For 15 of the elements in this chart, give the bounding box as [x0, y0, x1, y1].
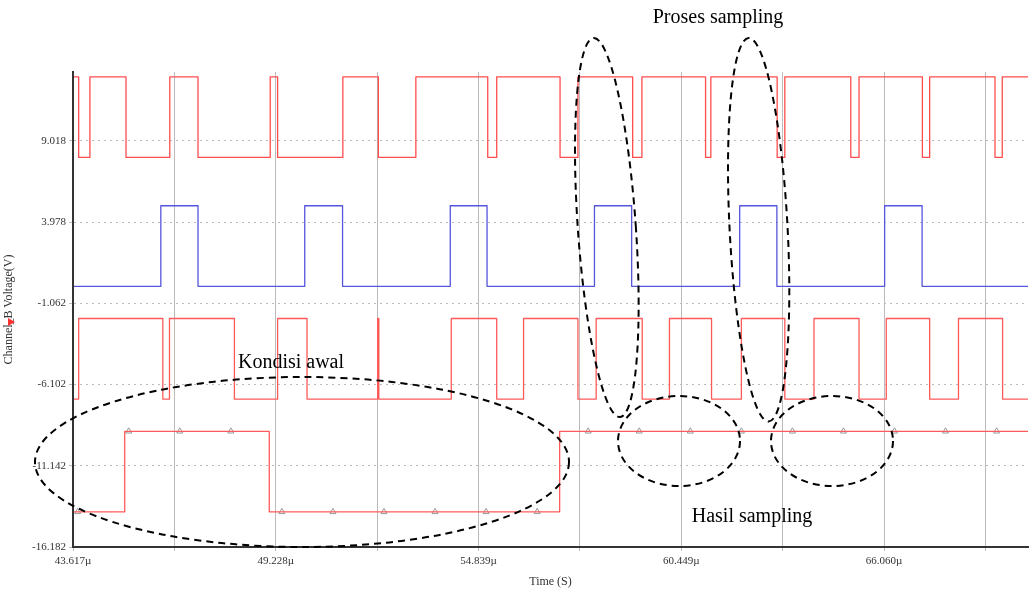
- y-tick-label: -1.062: [37, 296, 66, 309]
- y-tick-label: -16.182: [32, 539, 66, 552]
- x-tick-label: 43.617µ: [54, 554, 92, 567]
- x-tick-label: 60.449µ: [663, 554, 700, 567]
- x-tick-label: 54.839µ: [460, 554, 497, 567]
- y-axis-title: Channel_B Voltage(V): [1, 254, 16, 365]
- x-tick-label: 49.228µ: [257, 554, 295, 567]
- x-axis-title: Time (S): [529, 573, 572, 588]
- x-tick-label: 66.060µ: [865, 554, 903, 567]
- y-tick-label: 3.978: [41, 215, 67, 228]
- y-tick-label: 9.018: [41, 133, 67, 146]
- text: Proses sampling: [652, 4, 784, 28]
- y-tick-label: -6.102: [37, 377, 66, 390]
- y-tick-label: -11.142: [32, 458, 66, 471]
- annotation: Hasil sampling: [691, 503, 813, 527]
